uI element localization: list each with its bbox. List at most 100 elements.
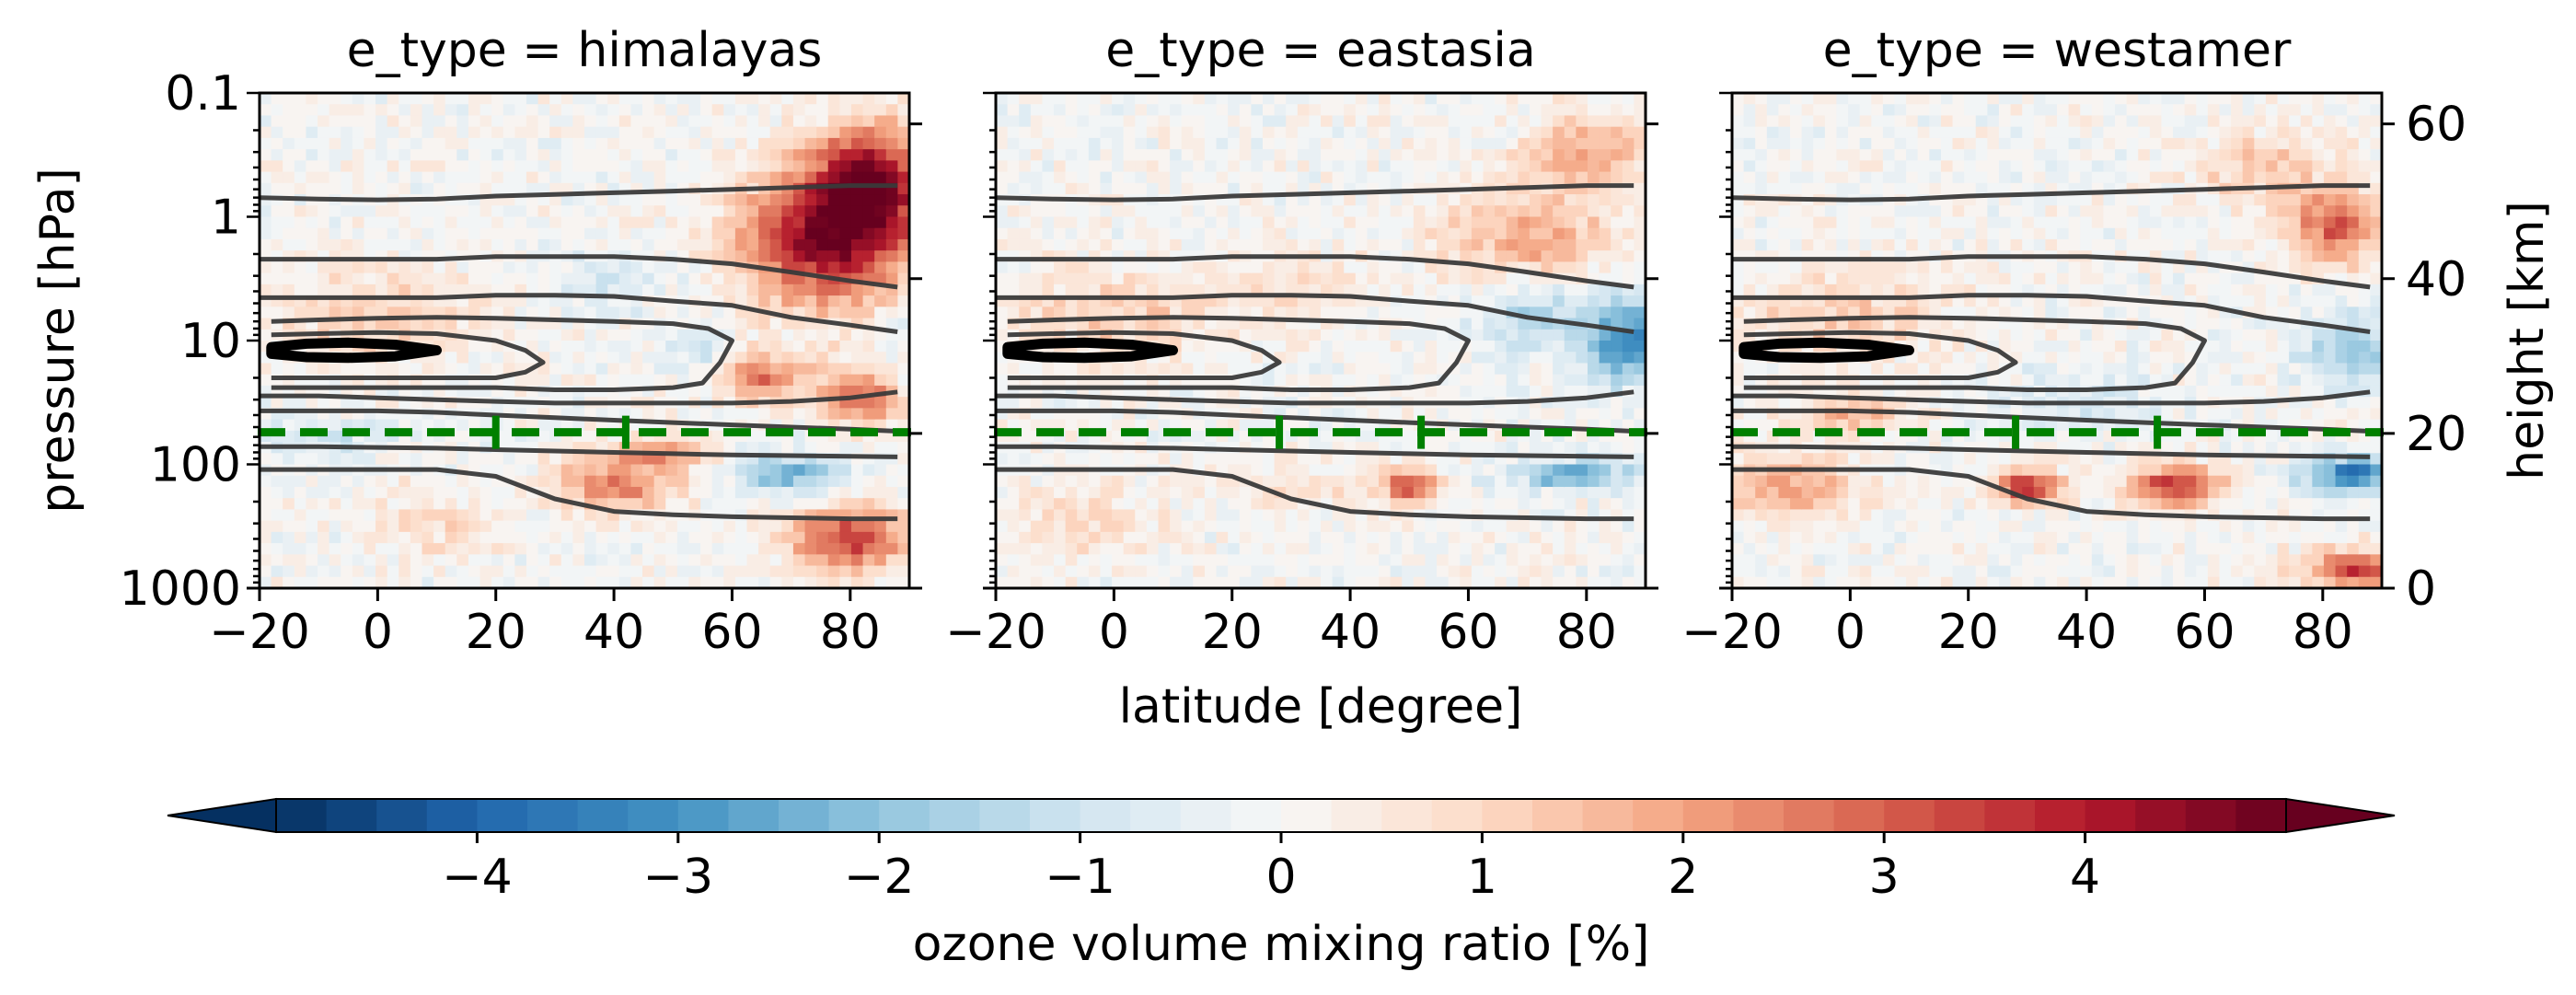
- heatmap-cell: [329, 227, 342, 240]
- heatmap-cell: [1216, 565, 1229, 578]
- heatmap-cell: [1495, 576, 1507, 588]
- heatmap-cell: [537, 93, 550, 106]
- heatmap-cell: [560, 486, 574, 499]
- heatmap-cell: [1065, 104, 1079, 117]
- heatmap-cell: [549, 272, 562, 285]
- heatmap-cell: [676, 554, 690, 567]
- heatmap-cell: [1506, 363, 1519, 376]
- heatmap-cell: [329, 160, 342, 173]
- heatmap-cell: [341, 475, 353, 488]
- heatmap-cell: [584, 104, 597, 117]
- heatmap-cell: [1402, 498, 1415, 511]
- heatmap-cell: [283, 576, 295, 588]
- heatmap-cell: [1100, 115, 1113, 128]
- heatmap-cell: [433, 576, 446, 588]
- heatmap-cell: [491, 464, 504, 477]
- heatmap-cell: [1077, 93, 1090, 106]
- x-tick-label: 0: [363, 605, 393, 660]
- heatmap-cell: [1077, 520, 1090, 533]
- heatmap-cell: [1495, 295, 1507, 308]
- heatmap-cell: [827, 374, 841, 387]
- heatmap-cell: [260, 126, 272, 139]
- heatmap-cell: [850, 126, 864, 139]
- heatmap-cell: [1042, 554, 1055, 567]
- heatmap-cell: [1297, 565, 1311, 578]
- heatmap-cell: [260, 283, 272, 296]
- heatmap-cell: [1112, 104, 1125, 117]
- heatmap-cell: [595, 238, 609, 251]
- heatmap-cell: [1483, 227, 1496, 240]
- heatmap-cell: [1367, 160, 1380, 173]
- heatmap-cell: [1239, 272, 1253, 285]
- heatmap-cell: [1239, 238, 1253, 251]
- heatmap-cell: [514, 531, 527, 544]
- heatmap-cell: [746, 126, 759, 139]
- heatmap-cell: [1193, 475, 1206, 488]
- heatmap-cell: [1483, 486, 1496, 499]
- heatmap-cell: [897, 498, 909, 511]
- heatmap-cell: [1576, 238, 1588, 251]
- heatmap-cell: [804, 104, 817, 117]
- heatmap-cell: [445, 160, 458, 173]
- heatmap-cell: [1286, 115, 1299, 128]
- heatmap-cell: [607, 498, 620, 511]
- heatmap-cell: [1622, 341, 1635, 353]
- heatmap-cell: [1379, 374, 1392, 387]
- heatmap-cell: [1112, 137, 1125, 150]
- heatmap-cell: [1321, 261, 1334, 274]
- heatmap-cell: [1042, 115, 1055, 128]
- heatmap-cell: [1239, 531, 1253, 544]
- heatmap-cell: [1274, 205, 1287, 218]
- heatmap-cell: [1553, 531, 1565, 544]
- heatmap-cell: [329, 419, 342, 432]
- heatmap-cell: [318, 576, 330, 588]
- heatmap-cell: [1367, 341, 1380, 353]
- heatmap-cell: [1239, 126, 1253, 139]
- heatmap-cell: [1495, 272, 1507, 285]
- heatmap-cell: [630, 272, 643, 285]
- heatmap-cell: [618, 520, 632, 533]
- heatmap-cell: [781, 93, 794, 106]
- heatmap-cell: [734, 272, 748, 285]
- heatmap-cell: [1019, 565, 1032, 578]
- heatmap-cell: [769, 238, 783, 251]
- heatmap-cell: [642, 352, 655, 364]
- heatmap-cell: [1587, 554, 1600, 567]
- heatmap-cell: [839, 137, 852, 150]
- heatmap-cell: [1460, 486, 1473, 499]
- heatmap-cell: [526, 126, 539, 139]
- heatmap-cell: [1495, 565, 1507, 578]
- heatmap-cell: [1425, 216, 1438, 229]
- heatmap-cell: [1413, 171, 1427, 184]
- heatmap-cell: [1425, 565, 1438, 578]
- heatmap-cell: [364, 318, 376, 330]
- heatmap-cell: [723, 475, 736, 488]
- heatmap-cell: [1193, 104, 1206, 117]
- heatmap-cell: [491, 182, 504, 195]
- heatmap-cell: [1251, 307, 1264, 319]
- heatmap-cell: [1541, 250, 1554, 263]
- heatmap-cell: [1355, 520, 1369, 533]
- heatmap-cell: [399, 104, 411, 117]
- heatmap-cell: [1611, 498, 1623, 511]
- heatmap-cell: [1286, 149, 1299, 162]
- heatmap-cell: [479, 104, 492, 117]
- heatmap-cell: [1042, 543, 1055, 556]
- heatmap-cell: [734, 137, 748, 150]
- heatmap-cell: [653, 160, 667, 173]
- heatmap-cell: [1622, 554, 1635, 567]
- heatmap-cell: [1576, 385, 1588, 398]
- heatmap-cell: [1228, 171, 1241, 184]
- heatmap-cell: [502, 464, 516, 477]
- heatmap-cell: [1634, 283, 1646, 296]
- heatmap-cell: [711, 250, 725, 263]
- heatmap-cell: [1587, 520, 1600, 533]
- heatmap-cell: [1576, 374, 1588, 387]
- heatmap-cell: [607, 227, 620, 240]
- heatmap-cell: [1251, 295, 1264, 308]
- heatmap-cell: [1309, 374, 1322, 387]
- heatmap-cell: [1158, 115, 1171, 128]
- heatmap-cell: [711, 283, 725, 296]
- heatmap-cell: [1216, 543, 1229, 556]
- heatmap-cell: [1077, 565, 1090, 578]
